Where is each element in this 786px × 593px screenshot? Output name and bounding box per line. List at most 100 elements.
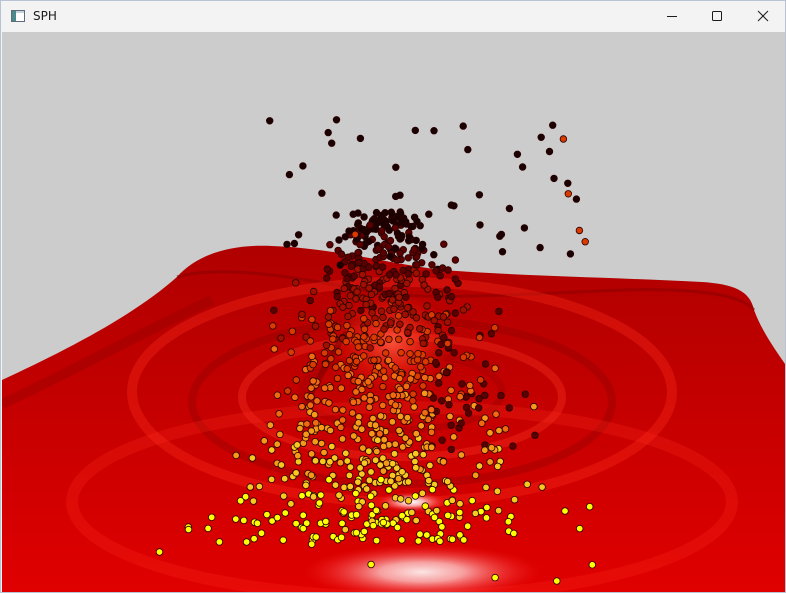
particle — [417, 363, 425, 371]
particle — [447, 292, 456, 301]
particle — [294, 452, 302, 460]
particle — [464, 409, 473, 417]
particle — [313, 397, 321, 405]
particle — [497, 391, 505, 400]
particle — [347, 262, 355, 270]
particle — [410, 403, 418, 411]
particle — [417, 422, 425, 430]
particle — [374, 436, 382, 444]
particle — [273, 440, 281, 448]
particle — [390, 305, 398, 313]
particle — [435, 349, 443, 357]
particle — [482, 514, 491, 522]
particle — [366, 221, 374, 229]
particle — [351, 230, 359, 239]
particle — [478, 419, 486, 427]
particle — [495, 426, 503, 435]
particle — [277, 334, 285, 342]
particle — [471, 509, 480, 518]
particle — [581, 237, 589, 246]
particle — [406, 338, 414, 346]
surface-ridge-back — [176, 270, 756, 312]
particle — [355, 258, 363, 267]
particle — [324, 128, 332, 137]
particle — [393, 256, 401, 264]
particle — [448, 496, 456, 505]
particle — [365, 476, 374, 484]
particle — [396, 412, 405, 421]
particle — [391, 440, 399, 448]
particle — [292, 279, 300, 287]
maximize-button[interactable] — [694, 1, 740, 31]
particle — [421, 358, 430, 366]
particle — [419, 450, 427, 459]
particle — [372, 506, 380, 515]
particle — [307, 427, 316, 435]
particle — [586, 503, 594, 511]
minimize-button[interactable] — [649, 1, 695, 31]
particle — [412, 430, 420, 438]
particle — [325, 476, 333, 484]
particle — [339, 303, 347, 311]
particle — [394, 475, 403, 483]
particle — [368, 430, 376, 438]
particle — [435, 372, 443, 380]
particle — [352, 489, 360, 498]
particle — [328, 139, 336, 147]
particle — [364, 378, 372, 386]
particle — [355, 502, 363, 511]
particle — [309, 377, 317, 385]
particle — [372, 262, 381, 270]
particle — [288, 327, 297, 335]
particle — [495, 307, 503, 316]
particle — [501, 425, 510, 433]
particle — [412, 516, 420, 525]
particle — [345, 301, 353, 310]
particle — [456, 531, 464, 539]
particle — [377, 338, 385, 346]
particle — [366, 344, 374, 352]
particle — [421, 373, 429, 382]
particle — [232, 515, 240, 523]
particle — [379, 249, 388, 257]
particle — [326, 458, 334, 466]
particle — [407, 222, 415, 231]
particle — [404, 304, 412, 312]
particle — [486, 429, 494, 437]
particle — [312, 419, 320, 427]
particle — [360, 325, 369, 333]
particle — [388, 210, 396, 218]
particle — [496, 232, 504, 240]
particle — [232, 451, 240, 460]
particle — [354, 219, 362, 227]
particle — [416, 325, 424, 333]
particle — [331, 481, 340, 489]
particle — [269, 322, 277, 330]
particle — [447, 445, 455, 454]
particle — [330, 454, 339, 462]
particle — [354, 209, 362, 217]
particle — [377, 475, 385, 484]
title-bar[interactable]: SPH — [1, 1, 785, 31]
particle — [450, 202, 458, 210]
particle — [249, 497, 258, 505]
close-button[interactable] — [740, 1, 785, 31]
particle — [379, 467, 388, 475]
particle — [367, 468, 375, 476]
particle — [326, 307, 335, 315]
particle — [391, 482, 399, 490]
particle — [384, 242, 393, 251]
particle — [423, 531, 431, 539]
particle — [386, 236, 395, 245]
particle — [385, 271, 394, 279]
particle — [379, 382, 387, 391]
particle — [367, 290, 376, 299]
particle — [392, 163, 400, 171]
particle — [334, 348, 343, 356]
particle — [423, 302, 431, 310]
simulation-viewport[interactable] — [2, 32, 785, 592]
minimize-icon — [667, 16, 677, 17]
particle — [384, 356, 393, 364]
particle — [409, 397, 417, 405]
